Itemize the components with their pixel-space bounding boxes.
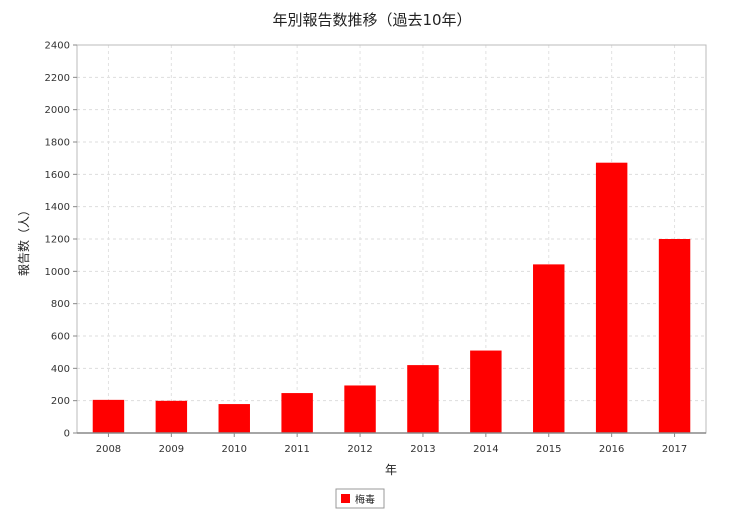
legend: 梅毒: [335, 488, 385, 509]
bar-2009: [155, 400, 188, 433]
x-tick-label: 2017: [662, 444, 687, 455]
bar-2013: [407, 365, 439, 433]
bar-2014: [470, 350, 502, 433]
x-tick-label: 2014: [473, 444, 498, 455]
y-tick-label: 0: [64, 429, 70, 440]
y-tick-label: 2200: [45, 73, 70, 84]
x-axis-label: 年: [385, 463, 397, 477]
bar-2015: [533, 264, 565, 433]
y-tick-label: 1200: [45, 235, 70, 246]
y-tick-label: 2400: [45, 41, 70, 52]
y-tick-label: 1400: [45, 202, 70, 213]
x-tick-label: 2016: [599, 444, 624, 455]
y-axis-label: 報告数（人）: [16, 204, 31, 276]
x-tick-label: 2010: [222, 444, 247, 455]
bar-2017: [658, 239, 691, 433]
y-tick-label: 600: [51, 332, 70, 343]
y-tick-label: 2000: [45, 105, 70, 116]
x-tick-label: 2011: [284, 444, 309, 455]
x-tick-label: 2008: [96, 444, 121, 455]
y-tick-label: 400: [51, 364, 70, 375]
x-axis-ticks: 2008 2009 2010 2011 2012 2013 2014 2015 2016 2017: [96, 433, 687, 455]
y-tick-label: 1800: [45, 138, 70, 149]
bars: [92, 162, 691, 433]
chart-title: 年別報告数推移（過去10年）: [272, 11, 471, 29]
x-tick-label: 2015: [536, 444, 561, 455]
x-tick-label: 2012: [347, 444, 372, 455]
legend-swatch: [341, 494, 350, 503]
bar-2008: [92, 399, 125, 433]
bar-2011: [281, 393, 313, 433]
y-tick-label: 1600: [45, 170, 70, 181]
y-tick-label: 1000: [45, 267, 70, 278]
y-tick-label: 200: [51, 396, 70, 407]
legend-label: 梅毒: [355, 493, 375, 506]
bar-2012: [344, 385, 376, 433]
x-tick-label: 2009: [159, 444, 184, 455]
legend-box: [335, 488, 385, 509]
bar-2010: [218, 404, 250, 433]
y-tick-label: 800: [51, 299, 70, 310]
x-tick-label: 2013: [410, 444, 435, 455]
bar-2016: [595, 162, 628, 433]
y-axis-ticks: 0 200 400 600 800 1000 1200 1400 1600 1800 2000 220…: [45, 41, 77, 440]
